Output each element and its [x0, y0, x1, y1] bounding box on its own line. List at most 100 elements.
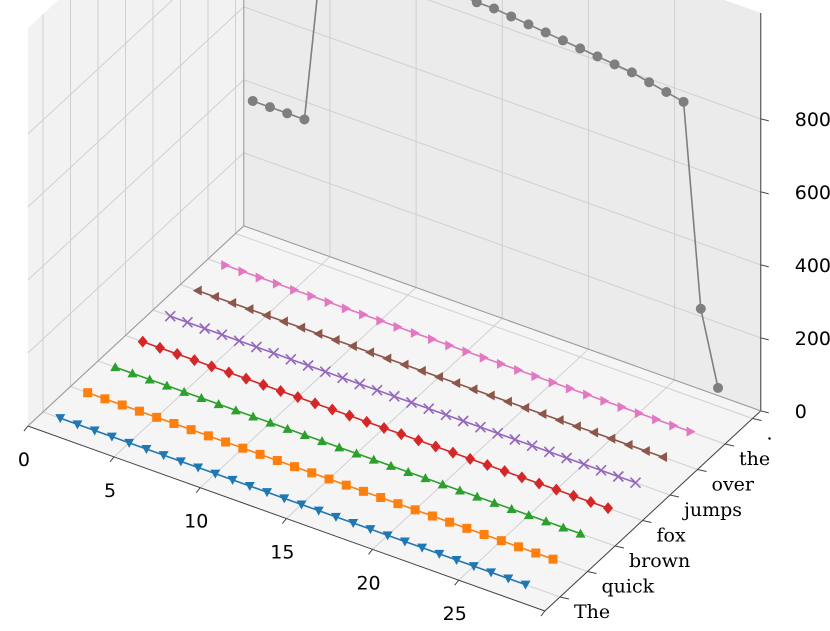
data-point [626, 67, 637, 78]
data-point [341, 303, 351, 314]
data-point [514, 365, 524, 375]
data-point [440, 409, 452, 421]
z-tick-mark [760, 337, 769, 341]
data-point [506, 504, 517, 513]
y-tick-mark [587, 571, 597, 574]
x-tick-label: 0 [18, 449, 30, 471]
data-point [678, 96, 689, 107]
data-point [496, 536, 506, 546]
data-point [152, 412, 162, 422]
y-axis-line [544, 410, 762, 612]
series-line [142, 340, 609, 509]
y-tick-mark [752, 418, 762, 421]
x-tick-mark [281, 518, 287, 524]
data-point [238, 443, 248, 453]
data-point [247, 95, 258, 106]
x-tick-label: 20 [356, 572, 380, 594]
data-point [447, 446, 458, 459]
data-point [361, 415, 372, 428]
data-point [410, 328, 420, 338]
z-grid-side [27, 0, 174, 135]
data-point [571, 421, 581, 432]
data-point [227, 298, 237, 308]
data-point [213, 399, 224, 409]
data-point [248, 411, 259, 421]
data-point [359, 309, 369, 320]
data-point [307, 291, 317, 301]
data-point [319, 366, 331, 378]
data-point [644, 77, 655, 88]
data-point [451, 556, 462, 565]
data-point [405, 396, 418, 409]
x-tick-label: 25 [443, 603, 467, 625]
data-point [358, 486, 368, 496]
ticks: 051015202530Thequickbrownfoxjumpsoverthe… [18, 109, 830, 625]
z-tick-mark [760, 410, 769, 414]
x-mark-stroke [181, 316, 194, 328]
data-point [502, 396, 512, 407]
data-point [299, 114, 310, 125]
data-point [285, 353, 297, 365]
data-point [526, 440, 538, 452]
data-point [427, 511, 437, 521]
left-pane [27, 0, 244, 427]
y-tick-mark [724, 443, 735, 447]
x-mark-stroke [354, 378, 366, 390]
x-mark-stroke [337, 372, 349, 384]
y-tick-label: The [574, 601, 610, 623]
series-line [169, 315, 636, 484]
x-mark-stroke [164, 310, 176, 322]
data-point [379, 422, 389, 434]
y-tick-label: the [739, 448, 770, 470]
series-0 [55, 414, 531, 590]
z-grid-back [243, 79, 761, 266]
x-mark-stroke [543, 446, 555, 458]
z-tick-mark [760, 264, 769, 268]
data-point [365, 347, 375, 358]
data-point [485, 390, 495, 401]
data-point [371, 384, 383, 396]
data-point [434, 372, 443, 382]
data-point [268, 347, 280, 359]
series-5 [192, 285, 668, 463]
data-point [606, 433, 616, 444]
x-tick-label: 5 [104, 480, 116, 502]
data-point [55, 414, 66, 424]
data-point [347, 341, 357, 352]
data-point [603, 502, 614, 515]
data-point [652, 414, 662, 425]
data-point [310, 397, 321, 410]
data-point [110, 362, 121, 372]
data-point [417, 543, 428, 553]
data-point [351, 448, 362, 458]
x-mark-stroke [250, 341, 262, 353]
series-7 [247, 0, 724, 393]
x-mark-stroke [199, 322, 211, 335]
data-point [537, 409, 547, 419]
data-point [520, 580, 531, 590]
data-point [196, 393, 207, 402]
x-tick-mark [109, 456, 115, 463]
x-tick-mark [23, 425, 29, 432]
data-point [255, 449, 265, 459]
data-point [264, 102, 275, 113]
series-4 [164, 310, 642, 489]
data-point [296, 322, 306, 333]
data-point [413, 434, 424, 447]
data-point [428, 334, 438, 345]
data-point [244, 482, 255, 491]
data-point [192, 285, 202, 296]
data-point [313, 506, 324, 516]
data-point [279, 494, 290, 504]
data-point [210, 469, 221, 479]
data-point [117, 400, 127, 410]
data-point [221, 437, 231, 447]
data-point [368, 454, 379, 464]
data-point [244, 304, 254, 315]
z-grid-back [243, 6, 761, 193]
data-point [354, 378, 366, 390]
x-mark-stroke [319, 366, 331, 378]
data-point [523, 510, 534, 520]
data-point [382, 353, 392, 364]
